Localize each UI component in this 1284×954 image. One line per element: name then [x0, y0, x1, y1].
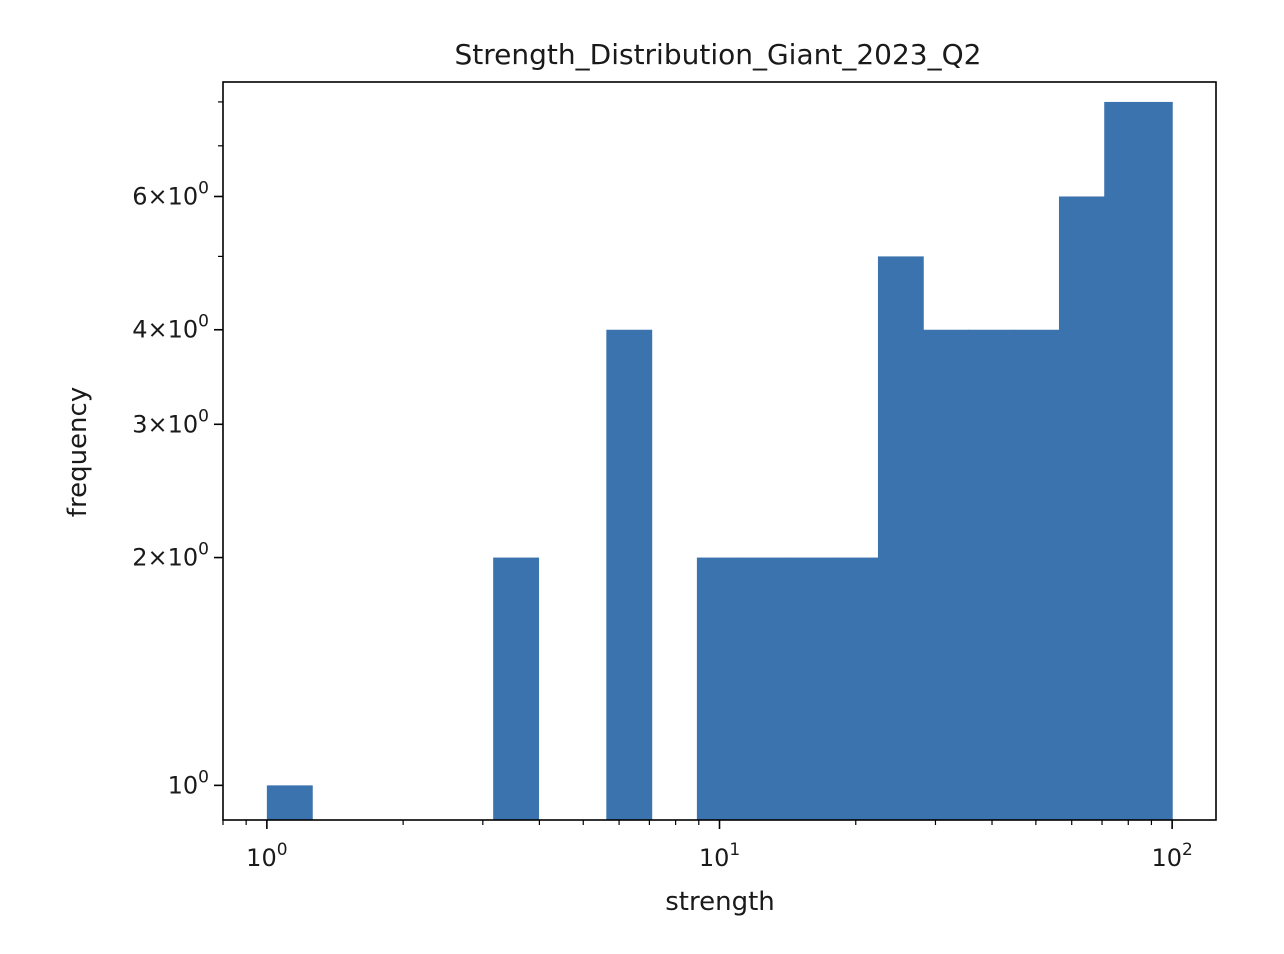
- histogram-bar-10: [1013, 329, 1060, 820]
- y-tick-label-2: 3×100: [132, 406, 209, 438]
- histogram-bar-8: [923, 329, 970, 820]
- histogram-bar-11: [1058, 196, 1105, 821]
- histogram-bar-13: [1149, 101, 1173, 821]
- y-tick-label-0: 100: [168, 767, 209, 799]
- y-axis-label: frequency: [63, 387, 93, 517]
- histogram-bar-3: [696, 557, 743, 820]
- histogram-bar-12: [1104, 101, 1151, 821]
- histogram-bar-4: [742, 557, 789, 820]
- histogram-bar-0: [266, 785, 313, 820]
- y-tick-label-4: 6×100: [132, 178, 209, 210]
- x-tick-label-0: 100: [246, 840, 287, 872]
- histogram-bar-2: [606, 329, 653, 820]
- y-tick-label-1: 2×100: [132, 540, 209, 572]
- x-axis: 100 101 102: [222, 820, 1193, 872]
- chart-title: Strength_Distribution_Giant_2023_Q2: [455, 38, 982, 71]
- histogram-bar-9: [968, 329, 1015, 820]
- x-tick-label-2: 102: [1151, 840, 1192, 872]
- histogram-bar-1: [493, 557, 540, 820]
- x-tick-label-1: 101: [699, 840, 740, 872]
- y-tick-label-3: 4×100: [132, 312, 209, 344]
- y-axis: 100 2×100 3×100 4×100 6×100: [132, 101, 223, 799]
- histogram-bar-5: [787, 557, 834, 820]
- histogram-bar-7: [877, 256, 924, 820]
- bars-group: [266, 101, 1173, 821]
- histogram-bar-6: [832, 557, 879, 820]
- x-axis-label: strength: [665, 887, 775, 917]
